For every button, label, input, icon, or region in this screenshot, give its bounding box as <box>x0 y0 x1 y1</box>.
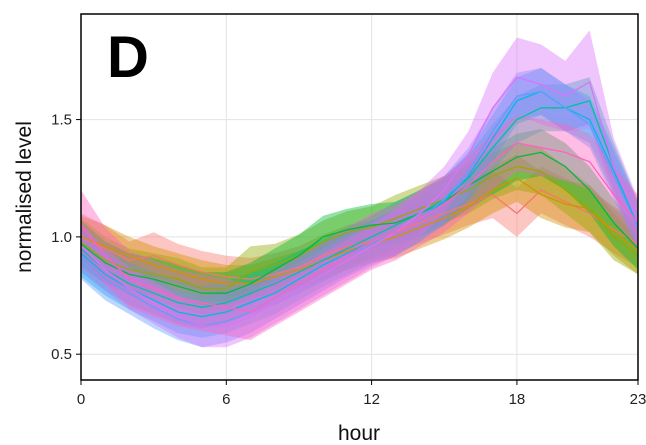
plot-border <box>80 13 639 381</box>
x-axis-title: hour <box>338 422 380 445</box>
series-band-2 <box>81 143 638 310</box>
y-tick-label-0: 0.5 <box>51 346 72 363</box>
x-tick-label-1: 6 <box>222 391 230 408</box>
x-tick-label-3: 18 <box>509 391 526 408</box>
series-band-3 <box>81 129 638 315</box>
x-axis-ticks: 0 6 12 18 23 <box>77 380 646 408</box>
y-tick-label-1: 1.0 <box>51 229 72 246</box>
series-band-7 <box>81 30 638 348</box>
series-line-4 <box>80 100 639 308</box>
series-line-0 <box>80 189 639 280</box>
series-line-2 <box>80 165 639 290</box>
series-line-7 <box>80 76 639 327</box>
plot-background <box>81 14 638 380</box>
panel-label: D <box>107 25 149 90</box>
series-lines <box>80 76 639 327</box>
y-tick-label-2: 1.5 <box>51 112 72 129</box>
series-band-1 <box>81 154 638 303</box>
x-tick-label-4: 23 <box>630 391 646 408</box>
series-line-6 <box>80 90 639 327</box>
x-tick-label-0: 0 <box>77 391 85 408</box>
series-line-3 <box>80 151 639 294</box>
x-tick-label-2: 12 <box>363 391 380 408</box>
y-axis-title: normalised level <box>13 121 36 273</box>
series-band-6 <box>81 68 638 348</box>
series-band-5 <box>81 68 638 338</box>
y-axis-ticks: 0.5 1.0 1.5 <box>51 112 81 363</box>
series-line-8 <box>80 142 639 313</box>
